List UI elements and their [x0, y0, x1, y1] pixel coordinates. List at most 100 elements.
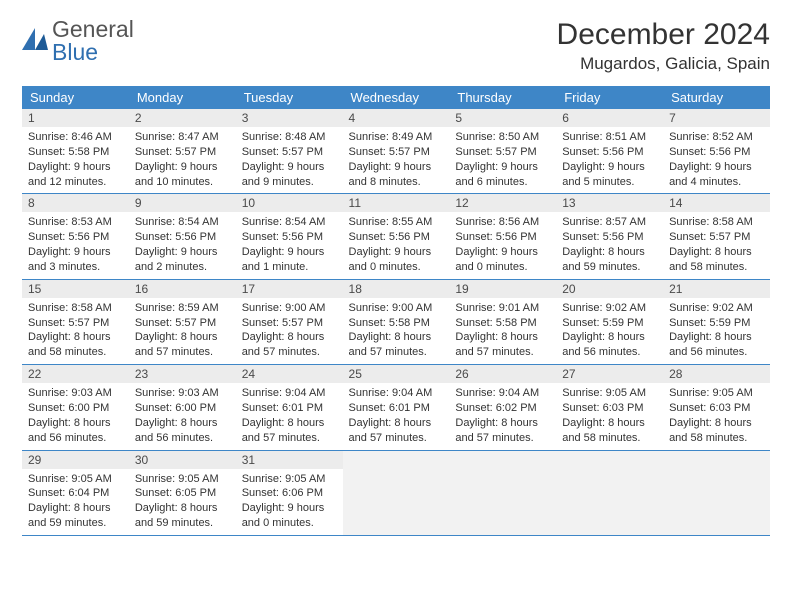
daylight-line: Daylight: 8 hours and 56 minutes.	[669, 330, 764, 360]
header: General Blue December 2024 Mugardos, Gal…	[22, 18, 770, 74]
sunrise-line: Sunrise: 9:00 AM	[242, 301, 337, 316]
day-info: Sunrise: 9:04 AMSunset: 6:01 PMDaylight:…	[236, 383, 343, 449]
daylight-line: Daylight: 8 hours and 57 minutes.	[349, 416, 444, 446]
daylight-line: Daylight: 9 hours and 3 minutes.	[28, 245, 123, 275]
day-number: 26	[449, 365, 556, 383]
dow-thursday: Thursday	[449, 86, 556, 109]
sunset-line: Sunset: 6:04 PM	[28, 486, 123, 501]
day-cell: 15Sunrise: 8:58 AMSunset: 5:57 PMDayligh…	[22, 279, 129, 364]
sunset-line: Sunset: 6:01 PM	[242, 401, 337, 416]
daylight-line: Daylight: 8 hours and 58 minutes.	[669, 245, 764, 275]
day-info: Sunrise: 8:51 AMSunset: 5:56 PMDaylight:…	[556, 127, 663, 193]
day-number: 20	[556, 280, 663, 298]
day-number: 9	[129, 194, 236, 212]
day-info: Sunrise: 8:58 AMSunset: 5:57 PMDaylight:…	[22, 298, 129, 364]
day-info: Sunrise: 8:52 AMSunset: 5:56 PMDaylight:…	[663, 127, 770, 193]
sunset-line: Sunset: 5:56 PM	[28, 230, 123, 245]
day-info: Sunrise: 9:05 AMSunset: 6:06 PMDaylight:…	[236, 469, 343, 535]
day-cell: 10Sunrise: 8:54 AMSunset: 5:56 PMDayligh…	[236, 194, 343, 279]
dow-wednesday: Wednesday	[343, 86, 450, 109]
sunrise-line: Sunrise: 9:05 AM	[669, 386, 764, 401]
day-number: 6	[556, 109, 663, 127]
day-info: Sunrise: 9:05 AMSunset: 6:05 PMDaylight:…	[129, 469, 236, 535]
day-cell: 3Sunrise: 8:48 AMSunset: 5:57 PMDaylight…	[236, 109, 343, 194]
daylight-line: Daylight: 8 hours and 57 minutes.	[135, 330, 230, 360]
sunrise-line: Sunrise: 9:04 AM	[349, 386, 444, 401]
sunrise-line: Sunrise: 8:58 AM	[669, 215, 764, 230]
sunrise-line: Sunrise: 9:02 AM	[669, 301, 764, 316]
day-cell: 14 Sunrise: 8:58 AMSunset: 5:57 PMDayligh…	[663, 194, 770, 279]
day-cell: 23Sunrise: 9:03 AMSunset: 6:00 PMDayligh…	[129, 365, 236, 450]
day-number: 4	[343, 109, 450, 127]
day-info: Sunrise: 8:56 AMSunset: 5:56 PMDaylight:…	[449, 212, 556, 278]
day-number: 27	[556, 365, 663, 383]
day-info: Sunrise: 9:01 AMSunset: 5:58 PMDaylight:…	[449, 298, 556, 364]
sunrise-line: Sunrise: 9:05 AM	[242, 472, 337, 487]
day-info: Sunrise: 9:02 AMSunset: 5:59 PMDaylight:…	[663, 298, 770, 364]
day-info: Sunrise: 9:04 AMSunset: 6:02 PMDaylight:…	[449, 383, 556, 449]
sunrise-line: Sunrise: 8:46 AM	[28, 130, 123, 145]
day-number: 7	[663, 109, 770, 127]
sunset-line: Sunset: 6:06 PM	[242, 486, 337, 501]
day-number: 14	[663, 194, 770, 212]
sunset-line: Sunset: 6:03 PM	[562, 401, 657, 416]
sunset-line: Sunset: 6:01 PM	[349, 401, 444, 416]
day-info: Sunrise: 8:49 AMSunset: 5:57 PMDaylight:…	[343, 127, 450, 193]
sunset-line: Sunset: 5:57 PM	[242, 145, 337, 160]
day-number: 5	[449, 109, 556, 127]
sunrise-line: Sunrise: 9:01 AM	[455, 301, 550, 316]
sunrise-line: Sunrise: 9:00 AM	[349, 301, 444, 316]
daylight-line: Daylight: 8 hours and 58 minutes.	[28, 330, 123, 360]
day-number: 15	[22, 280, 129, 298]
sunset-line: Sunset: 5:57 PM	[669, 230, 764, 245]
day-number: 2	[129, 109, 236, 127]
day-cell: 22Sunrise: 9:03 AMSunset: 6:00 PMDayligh…	[22, 365, 129, 450]
sunset-line: Sunset: 5:58 PM	[455, 316, 550, 331]
sunset-line: Sunset: 5:59 PM	[669, 316, 764, 331]
day-number: 11	[343, 194, 450, 212]
day-number: 17	[236, 280, 343, 298]
sunrise-line: Sunrise: 8:53 AM	[28, 215, 123, 230]
day-number: 13	[556, 194, 663, 212]
logo-text-blue: Blue	[52, 41, 134, 64]
sunrise-line: Sunrise: 8:58 AM	[28, 301, 123, 316]
daylight-line: Daylight: 9 hours and 2 minutes.	[135, 245, 230, 275]
day-info: Sunrise: 9:05 AMSunset: 6:04 PMDaylight:…	[22, 469, 129, 535]
day-cell: 25Sunrise: 9:04 AMSunset: 6:01 PMDayligh…	[343, 365, 450, 450]
empty-cell	[556, 450, 663, 535]
week-row: 1Sunrise: 8:46 AMSunset: 5:58 PMDaylight…	[22, 109, 770, 194]
day-cell: 20Sunrise: 9:02 AMSunset: 5:59 PMDayligh…	[556, 279, 663, 364]
day-cell: 1Sunrise: 8:46 AMSunset: 5:58 PMDaylight…	[22, 109, 129, 194]
daylight-line: Daylight: 9 hours and 8 minutes.	[349, 160, 444, 190]
daylight-line: Daylight: 9 hours and 1 minute.	[242, 245, 337, 275]
sunset-line: Sunset: 5:57 PM	[135, 145, 230, 160]
sunrise-line: Sunrise: 9:04 AM	[455, 386, 550, 401]
month-title: December 2024	[557, 18, 770, 52]
daylight-line: Daylight: 9 hours and 0 minutes.	[455, 245, 550, 275]
day-cell: 7Sunrise: 8:52 AMSunset: 5:56 PMDaylight…	[663, 109, 770, 194]
day-info: Sunrise: 8:57 AMSunset: 5:56 PMDaylight:…	[556, 212, 663, 278]
day-cell: 11Sunrise: 8:55 AMSunset: 5:56 PMDayligh…	[343, 194, 450, 279]
week-row: 8Sunrise: 8:53 AMSunset: 5:56 PMDaylight…	[22, 194, 770, 279]
location: Mugardos, Galicia, Spain	[557, 54, 770, 74]
logo-icon	[22, 28, 48, 55]
sunrise-line: Sunrise: 9:05 AM	[562, 386, 657, 401]
day-cell: 27Sunrise: 9:05 AMSunset: 6:03 PMDayligh…	[556, 365, 663, 450]
sunrise-line: Sunrise: 8:57 AM	[562, 215, 657, 230]
day-info: Sunrise: 9:02 AMSunset: 5:59 PMDaylight:…	[556, 298, 663, 364]
dow-tuesday: Tuesday	[236, 86, 343, 109]
sunrise-line: Sunrise: 8:56 AM	[455, 215, 550, 230]
day-info: Sunrise: 8:48 AMSunset: 5:57 PMDaylight:…	[236, 127, 343, 193]
sunset-line: Sunset: 5:56 PM	[135, 230, 230, 245]
daylight-line: Daylight: 8 hours and 57 minutes.	[242, 416, 337, 446]
day-number: 19	[449, 280, 556, 298]
daylight-line: Daylight: 9 hours and 12 minutes.	[28, 160, 123, 190]
sunrise-line: Sunrise: 9:05 AM	[135, 472, 230, 487]
day-info: Sunrise: 8:50 AMSunset: 5:57 PMDaylight:…	[449, 127, 556, 193]
day-cell: 17Sunrise: 9:00 AMSunset: 5:57 PMDayligh…	[236, 279, 343, 364]
day-info: Sunrise: 9:03 AMSunset: 6:00 PMDaylight:…	[22, 383, 129, 449]
sunset-line: Sunset: 6:00 PM	[28, 401, 123, 416]
day-number: 30	[129, 451, 236, 469]
day-cell: 19Sunrise: 9:01 AMSunset: 5:58 PMDayligh…	[449, 279, 556, 364]
day-cell: 28Sunrise: 9:05 AMSunset: 6:03 PMDayligh…	[663, 365, 770, 450]
